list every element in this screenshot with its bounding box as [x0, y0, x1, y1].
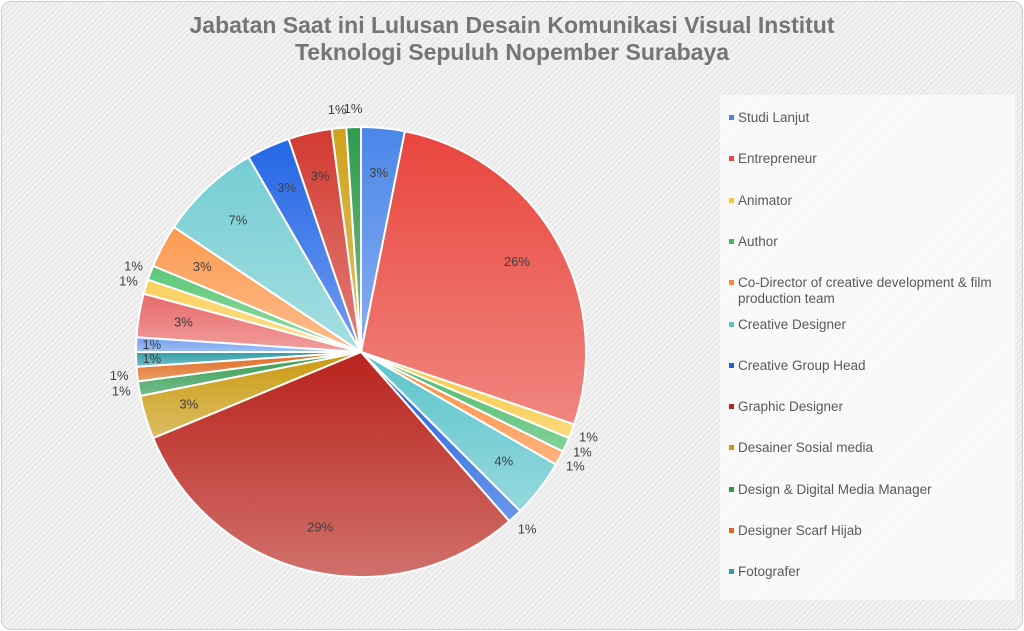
pie-slice-unlabeled-21 — [345, 125, 362, 353]
legend-label: Co-Director of creative development & fi… — [738, 275, 992, 307]
data-label: 1% — [573, 444, 592, 459]
legend-swatch — [729, 569, 734, 575]
data-label: 1% — [579, 430, 598, 445]
legend: Studi Lanjut Entrepreneur Animator Author Co… — [720, 95, 1015, 600]
data-label: 1% — [344, 101, 363, 116]
data-label: 3% — [369, 165, 388, 180]
legend-label: Studi Lanjut — [738, 110, 810, 125]
legend-swatch — [729, 197, 734, 203]
pie-slice-entrepreneur — [359, 130, 587, 426]
data-label: 1% — [119, 273, 138, 288]
data-label: 29% — [307, 519, 333, 534]
legend-swatch — [729, 404, 734, 410]
legend-label: Author — [738, 233, 778, 249]
data-label: 1% — [518, 521, 537, 536]
pie-slice-graphic-designer — [151, 350, 511, 578]
data-label: 3% — [193, 259, 212, 274]
legend-swatch — [729, 238, 734, 244]
legend-swatch — [729, 321, 734, 327]
data-label: 1% — [142, 351, 161, 366]
legend-label: Desainer Sosial media — [738, 440, 874, 456]
legend-label: Creative Group Head — [738, 357, 866, 373]
data-label: 3% — [179, 396, 198, 411]
data-label: 1% — [124, 258, 143, 273]
legend-label: Fotografer — [738, 564, 801, 580]
data-label: 3% — [277, 180, 296, 195]
legend-label: Creative Designer — [738, 316, 847, 332]
data-label: 1% — [142, 337, 161, 352]
legend-swatch — [729, 528, 734, 533]
data-label: 4% — [494, 454, 513, 469]
data-label: 1% — [566, 459, 585, 474]
data-label: 3% — [174, 315, 193, 330]
data-label: 1% — [328, 102, 347, 117]
legend-swatch — [729, 156, 734, 162]
legend-label: Designer Scarf Hijab — [738, 523, 862, 538]
legend-swatch — [729, 280, 734, 286]
legend-label: Design & Digital Media Manager — [738, 481, 932, 497]
data-label: 1% — [110, 368, 129, 383]
chart-title: Jabatan Saat ini Lulusan Desain Komunika… — [0, 12, 1024, 66]
legend-swatch — [729, 115, 734, 120]
data-label: 3% — [311, 169, 330, 184]
data-label: 7% — [229, 213, 248, 228]
legend-label: Entrepreneur — [738, 151, 817, 167]
legend-swatch — [729, 362, 734, 368]
data-label: 1% — [112, 384, 131, 399]
chart-title-line-1: Jabatan Saat ini Lulusan Desain Komunika… — [189, 12, 835, 38]
legend-label: Animator — [738, 192, 793, 208]
legend-swatch — [729, 486, 734, 492]
pie-slice-unlabeled-17 — [172, 155, 362, 353]
chart-title-line-2: Teknologi Sepuluh Nopember Surabaya — [294, 39, 730, 65]
legend-label: Graphic Designer — [738, 399, 844, 415]
data-label: 26% — [504, 254, 530, 269]
legend-swatch — [729, 445, 734, 451]
